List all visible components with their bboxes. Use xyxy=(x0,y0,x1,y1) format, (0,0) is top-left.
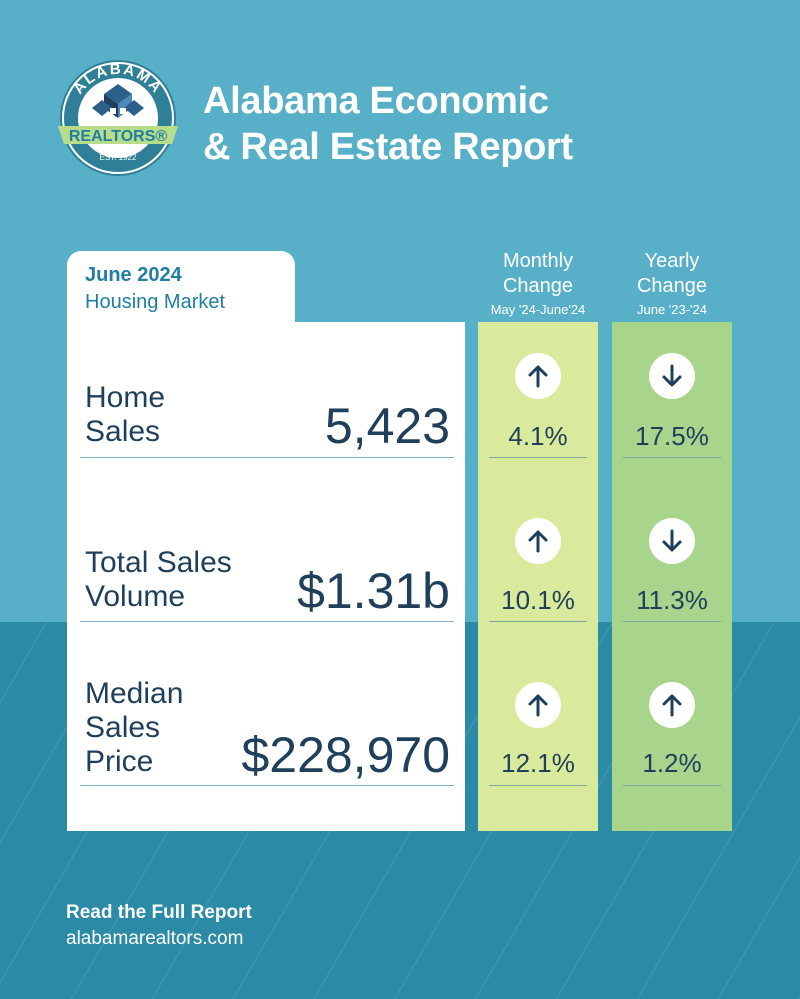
total-sales-volume-label-line-1: Total Sales xyxy=(85,546,232,579)
home-sales-value: 5,423 xyxy=(324,398,450,454)
total-sales-volume-label-line-2: Volume xyxy=(85,580,186,613)
yearly-change-column xyxy=(612,322,732,831)
monthly-up-arrow-icon xyxy=(515,353,561,399)
total-sales-volume-yearly-change: 11.3% xyxy=(636,585,708,615)
median-sales-price-label-line-2: Sales xyxy=(85,711,161,744)
median-sales-price-monthly-change: 12.1% xyxy=(501,748,575,778)
monthly-header-line-1: Monthly xyxy=(502,250,574,272)
median-sales-price-label-line-3: Price xyxy=(85,745,154,778)
stats-card xyxy=(67,322,465,831)
home-sales-label-line-1: Home xyxy=(85,381,166,414)
median-sales-price-value: $228,970 xyxy=(241,727,450,783)
period-tab xyxy=(67,251,295,331)
logo-banner-text: REALTORS® xyxy=(69,128,168,145)
home-sales-divider xyxy=(80,457,454,458)
alabama-realtors-logo: ALABAMA REALTORS® EST. 1922 xyxy=(58,60,178,176)
home-sales-label-line-2: Sales xyxy=(85,415,161,448)
read-report-link[interactable]: Read the Full Report xyxy=(66,902,252,923)
yearly-header-line-2: Change xyxy=(636,275,708,297)
monthly-divider xyxy=(489,457,587,458)
logo-est-text: EST. 1922 xyxy=(100,153,137,162)
yearly-change-header: Yearly Change June '23-'24 xyxy=(612,249,732,319)
page-title: Alabama Economic & Real Estate Report xyxy=(203,78,573,170)
home-sales-yearly-change: 17.5% xyxy=(635,421,709,451)
yearly-down-arrow-icon xyxy=(649,353,695,399)
monthly-range: May '24-June'24 xyxy=(490,302,586,317)
median-sales-price-divider xyxy=(80,785,454,786)
yearly-down-arrow-icon xyxy=(649,518,695,564)
home-sales-label: Home Sales xyxy=(85,381,165,449)
home-sales-monthly-change: 4.1% xyxy=(508,421,568,451)
total-sales-volume-divider xyxy=(80,621,454,622)
median-sales-price-label-line-1: Median xyxy=(85,677,184,710)
monthly-change-column xyxy=(478,322,598,831)
monthly-divider xyxy=(489,785,587,786)
yearly-divider xyxy=(623,785,721,786)
total-sales-volume-monthly-change: 10.1% xyxy=(501,585,575,615)
title-line-2: & Real Estate Report xyxy=(203,126,573,168)
monthly-change-header: Monthly Change May '24-June'24 xyxy=(478,249,598,319)
title-line-1: Alabama Economic xyxy=(203,80,549,122)
website-link[interactable]: alabamarealtors.com xyxy=(66,928,244,949)
monthly-up-arrow-icon xyxy=(515,682,561,728)
yearly-header-line-1: Yearly xyxy=(644,250,700,272)
monthly-divider xyxy=(489,621,587,622)
period-title: June 2024 xyxy=(85,264,182,286)
median-sales-price-yearly-change: 1.2% xyxy=(642,748,702,778)
yearly-divider xyxy=(623,457,721,458)
monthly-up-arrow-icon xyxy=(515,518,561,564)
yearly-range: June '23-'24 xyxy=(636,302,707,317)
yearly-divider xyxy=(623,621,721,622)
period-subtitle: Housing Market xyxy=(85,291,226,313)
houses-icon xyxy=(92,84,144,118)
total-sales-volume-label: Total Sales Volume xyxy=(85,546,232,614)
monthly-header-line-2: Change xyxy=(502,275,574,297)
median-sales-price-label: Median Sales Price xyxy=(85,677,183,779)
total-sales-volume-value: $1.31b xyxy=(297,563,450,619)
yearly-up-arrow-icon xyxy=(649,682,695,728)
